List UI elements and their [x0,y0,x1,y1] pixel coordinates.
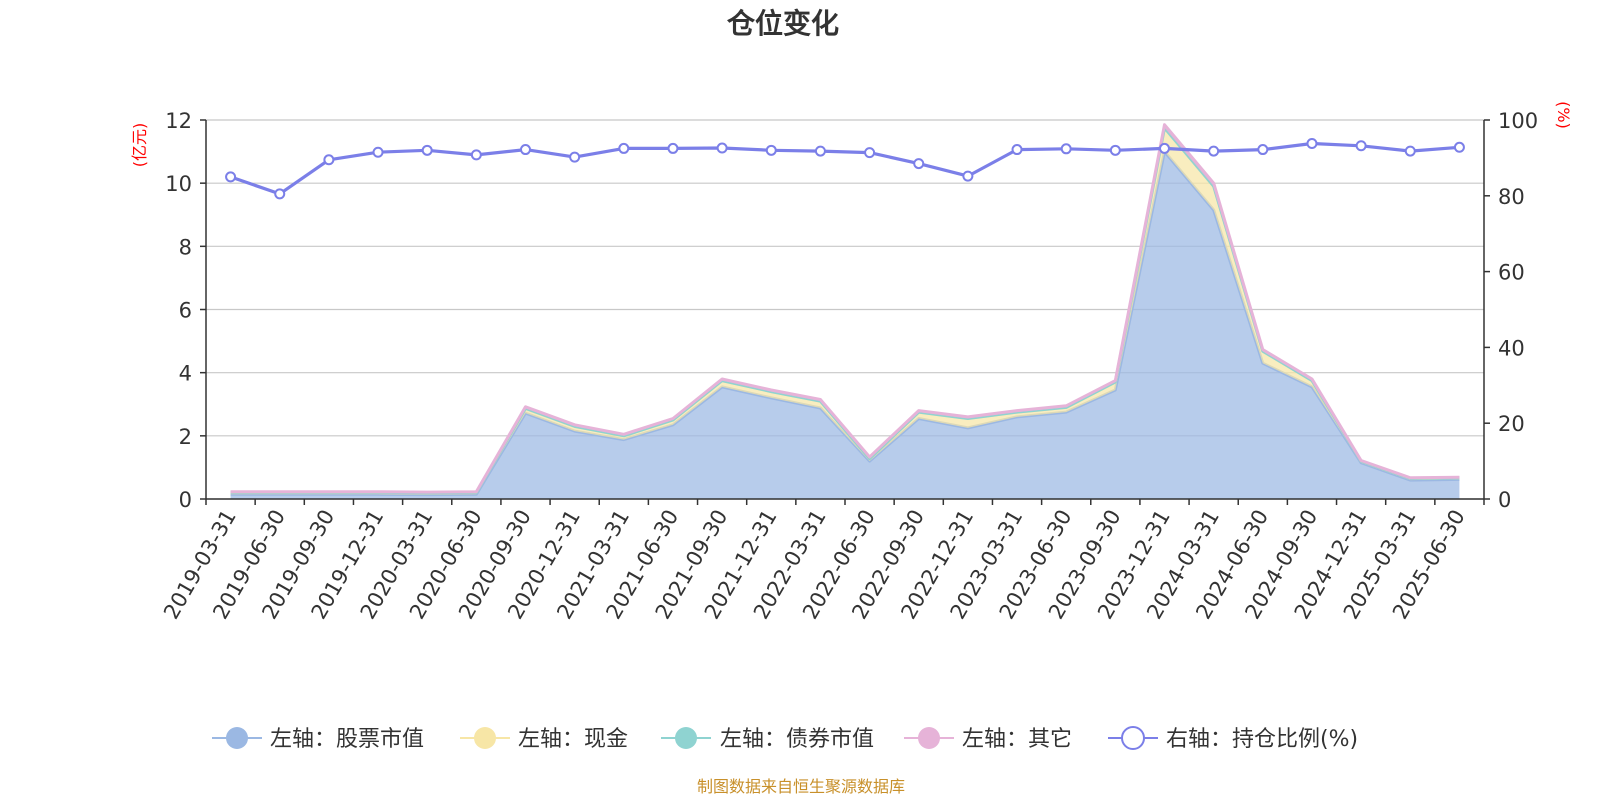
line-point [569,151,581,163]
legend-label[interactable]: 左轴：其它 [962,727,1072,752]
left-axis-unit: (亿元) [130,123,149,168]
area-series [230,123,1460,499]
right-tick-label: 60 [1498,261,1525,285]
line-point [1306,137,1318,149]
area-左轴：股票市值 [230,151,1460,499]
line-point [716,142,728,154]
legend-label[interactable]: 左轴：债券市值 [720,727,874,752]
line-point [470,149,482,161]
left-tick-label: 6 [179,299,192,323]
line-point [1208,145,1220,157]
right-tick-label: 20 [1498,412,1525,436]
legend-marker[interactable] [1121,726,1145,750]
right-tick-label: 80 [1498,185,1525,209]
left-tick-label: 12 [165,109,192,133]
legend-marker[interactable] [226,727,248,749]
line-point [962,170,974,182]
right-tick-label: 40 [1498,336,1525,360]
line-point [618,142,630,154]
line-series [225,137,1465,200]
line-point [1159,142,1170,154]
line-point [1060,143,1072,155]
line-point [1257,144,1269,156]
right-tick-label: 100 [1498,109,1538,133]
line-右轴：持仓比例(%) [230,141,1460,196]
line-point [864,147,876,159]
line-point [765,144,777,156]
area-edge-左轴：其它 [230,123,1460,494]
grid-lines [206,119,1484,500]
line-point [1355,140,1367,152]
legend-marker[interactable] [675,727,697,749]
line-point [1404,145,1416,157]
line-point [1453,141,1465,153]
left-tick-label: 0 [179,488,192,512]
line-point [225,171,237,183]
line-point [814,145,826,157]
line-point [520,144,531,156]
legend[interactable]: 左轴：股票市值 左轴：现金 左轴：债券市值 左轴：其它 右轴：持仓比例(%) [212,726,1358,752]
line-point [913,158,925,170]
line-point [421,144,433,156]
line-point [1011,144,1023,156]
legend-marker[interactable] [474,727,496,749]
source-note: 制图数据来自恒生聚源数据库 [697,777,905,796]
line-point [1109,144,1121,156]
left-tick-label: 4 [179,362,192,386]
legend-label[interactable]: 左轴：股票市值 [270,727,424,752]
legend-label[interactable]: 左轴：现金 [518,727,628,752]
line-point [667,142,679,154]
right-tick-label: 0 [1498,488,1511,512]
left-tick-label: 2 [179,425,192,449]
line-point [323,154,335,166]
line-point [274,188,286,200]
left-tick-label: 10 [165,172,192,196]
left-tick-label: 8 [179,235,192,259]
right-axis-unit: (%) [1554,101,1573,129]
legend-marker[interactable] [918,727,940,749]
chart-title: 仓位变化 [727,7,839,40]
legend-label[interactable]: 右轴：持仓比例(%) [1166,727,1358,752]
axes: 0246810120204060801002019-03-312019-06-3… [159,109,1538,623]
line-point [372,146,384,158]
